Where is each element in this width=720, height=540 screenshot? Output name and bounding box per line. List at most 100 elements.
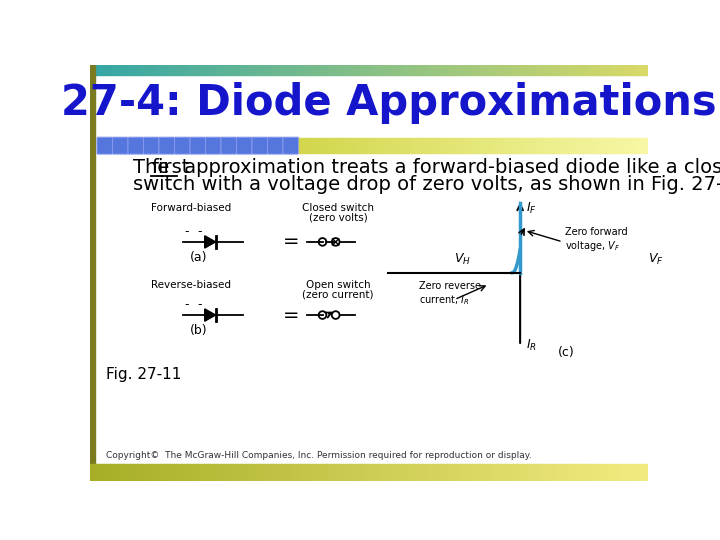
Bar (484, 138, 485, 153)
Bar (641, 138, 642, 153)
Bar (646, 65, 647, 75)
Bar (157, 65, 158, 75)
Bar (322, 138, 323, 153)
Bar (581, 138, 582, 153)
Bar (465, 65, 466, 75)
Bar (410, 464, 411, 481)
Bar (531, 65, 532, 75)
Bar (367, 464, 368, 481)
Polygon shape (204, 309, 215, 321)
Bar (556, 65, 557, 75)
Bar (548, 464, 549, 481)
Bar (100, 65, 101, 75)
Bar (202, 464, 203, 481)
Bar (595, 138, 596, 153)
FancyBboxPatch shape (143, 137, 159, 154)
Bar (578, 464, 579, 481)
Bar (213, 464, 214, 481)
Bar (400, 65, 401, 75)
Bar (97, 464, 98, 481)
Bar (624, 464, 625, 481)
Bar (331, 464, 332, 481)
Bar (222, 65, 223, 75)
Bar (159, 65, 160, 75)
Bar (337, 65, 338, 75)
Bar (536, 138, 537, 153)
Bar (394, 65, 395, 75)
Text: Closed switch: Closed switch (302, 204, 374, 213)
Bar (156, 464, 157, 481)
Bar (334, 138, 335, 153)
Bar (315, 138, 316, 153)
Bar (619, 138, 620, 153)
Bar (466, 464, 467, 481)
Bar (477, 138, 478, 153)
Bar (543, 65, 544, 75)
Bar (504, 65, 505, 75)
Bar (129, 65, 130, 75)
Bar (256, 464, 258, 481)
Bar (275, 65, 276, 75)
Bar (162, 65, 163, 75)
Bar (393, 138, 394, 153)
Bar (404, 464, 405, 481)
Bar (408, 464, 409, 481)
Bar (218, 65, 219, 75)
Bar (101, 464, 102, 481)
Bar (339, 138, 340, 153)
Bar (361, 138, 362, 153)
Bar (554, 464, 555, 481)
Bar (317, 138, 318, 153)
Bar (459, 65, 461, 75)
Bar (352, 65, 353, 75)
Bar (427, 464, 428, 481)
Bar (540, 138, 541, 153)
Bar (525, 65, 526, 75)
Bar (386, 65, 387, 75)
Bar (479, 138, 480, 153)
Bar (572, 464, 573, 481)
Bar (287, 65, 289, 75)
Bar (216, 65, 217, 75)
Bar (488, 65, 489, 75)
Bar (415, 464, 416, 481)
Bar (496, 464, 497, 481)
Bar (371, 138, 372, 153)
Bar (638, 138, 639, 153)
Bar (452, 65, 453, 75)
Bar (367, 138, 368, 153)
Bar (517, 65, 518, 75)
Bar (214, 65, 215, 75)
Bar (103, 464, 104, 481)
Bar (530, 464, 531, 481)
Bar (566, 65, 567, 75)
Bar (93, 464, 94, 481)
Bar (261, 65, 262, 75)
Bar (528, 464, 529, 481)
Bar (582, 65, 583, 75)
Bar (606, 138, 607, 153)
Bar (476, 138, 477, 153)
Bar (323, 65, 324, 75)
Bar (497, 464, 498, 481)
Bar (637, 138, 638, 153)
Bar (500, 65, 502, 75)
Bar (347, 65, 348, 75)
Bar (597, 464, 598, 481)
Bar (589, 138, 590, 153)
Bar (593, 65, 594, 75)
Bar (551, 65, 552, 75)
Bar (373, 464, 374, 481)
Bar (547, 138, 548, 153)
Bar (281, 464, 282, 481)
Bar (307, 65, 309, 75)
Bar (311, 464, 312, 481)
Bar (567, 464, 568, 481)
Bar (254, 464, 255, 481)
Bar (242, 464, 243, 481)
Bar (505, 464, 506, 481)
Bar (346, 65, 347, 75)
Bar (380, 65, 381, 75)
Bar (483, 464, 484, 481)
Bar (271, 464, 272, 481)
